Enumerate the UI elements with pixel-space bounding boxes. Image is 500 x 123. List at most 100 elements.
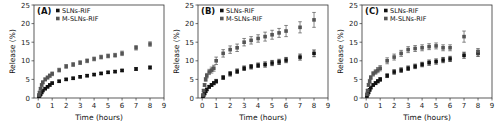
x-tick-label: 7 — [298, 102, 302, 110]
error-bar — [367, 83, 371, 86]
y-tick-label: 0 — [190, 95, 194, 103]
point — [134, 46, 138, 50]
plot-frame — [198, 5, 328, 98]
error-bar — [134, 67, 138, 70]
error-bar — [134, 46, 138, 50]
point — [378, 78, 382, 82]
x-tick-label: 6 — [120, 102, 125, 110]
error-bar — [413, 46, 417, 52]
point — [50, 72, 54, 76]
error-bar — [228, 46, 232, 53]
x-tick — [422, 98, 423, 101]
x-tick — [38, 98, 39, 101]
error-bar — [249, 37, 253, 44]
x-tick-label: 3 — [78, 102, 82, 110]
x-tick-label: 9 — [162, 102, 166, 110]
y-tick-label: 5 — [354, 76, 358, 84]
x-tick-label: 5 — [270, 102, 274, 110]
x-tick — [328, 98, 329, 101]
point — [228, 48, 232, 52]
error-bar — [214, 79, 218, 83]
x-tick-label: 3 — [242, 102, 246, 110]
panel: 01234567890510152025Time (hours)Release … — [8, 2, 166, 123]
x-tick-label: 2 — [64, 102, 68, 110]
y-tick-label: 20 — [185, 20, 194, 28]
point — [214, 59, 218, 63]
point — [134, 67, 138, 71]
y-tick-label: 20 — [349, 20, 358, 28]
x-tick — [94, 98, 95, 101]
y-tick — [196, 23, 199, 24]
x-tick — [408, 98, 409, 101]
error-bar — [270, 60, 274, 65]
panel-label: (B) — [201, 6, 215, 16]
error-bar — [85, 75, 89, 77]
x-tick — [464, 98, 465, 101]
y-tick — [360, 42, 363, 43]
point — [201, 93, 205, 97]
plot-frame — [34, 5, 164, 98]
error-bar — [235, 44, 239, 51]
data-group — [37, 42, 152, 98]
error-bar — [78, 61, 82, 65]
legend-marker — [384, 9, 388, 13]
error-bar — [202, 89, 206, 91]
error-bar — [368, 79, 372, 83]
point — [148, 66, 152, 70]
point — [441, 58, 445, 62]
error-bar — [462, 31, 466, 42]
point — [420, 63, 424, 67]
x-tick-label: 8 — [312, 102, 316, 110]
x-tick — [366, 98, 367, 101]
error-bar — [378, 78, 382, 82]
y-tick-label: 0 — [354, 95, 358, 103]
x-tick-label: 8 — [476, 102, 480, 110]
point — [57, 79, 61, 83]
x-tick — [314, 98, 315, 101]
panel: 01234567890510152025Time (hours)Release … — [172, 2, 330, 123]
error-bar — [57, 68, 61, 72]
x-tick-label: 1 — [378, 102, 382, 110]
point — [221, 76, 225, 80]
point — [270, 61, 274, 65]
error-bar — [441, 57, 445, 62]
x-tick — [80, 98, 81, 101]
point — [203, 83, 207, 87]
point — [256, 37, 260, 41]
point — [312, 18, 316, 22]
legend-marker — [56, 9, 60, 13]
x-tick-label: 0 — [200, 102, 204, 110]
error-bar — [214, 57, 218, 64]
point — [78, 75, 82, 79]
error-bar — [39, 88, 43, 90]
x-axis-label: Time (hours) — [238, 113, 287, 122]
error-bar — [434, 59, 438, 64]
error-bar — [448, 45, 452, 51]
error-bar — [399, 50, 403, 56]
point — [378, 66, 382, 70]
x-tick-label: 5 — [434, 102, 438, 110]
error-bar — [50, 82, 54, 84]
x-tick — [272, 98, 273, 101]
y-tick — [196, 60, 199, 61]
x-tick — [164, 98, 165, 101]
error-bar — [427, 44, 431, 50]
x-tick — [394, 98, 395, 101]
y-tick-label: 15 — [185, 39, 194, 47]
error-bar — [263, 62, 267, 67]
point — [205, 74, 209, 78]
error-bar — [392, 70, 396, 74]
point — [448, 57, 452, 61]
error-bar — [38, 91, 42, 93]
x-tick — [150, 98, 151, 101]
x-tick-label: 2 — [392, 102, 396, 110]
point — [263, 35, 267, 39]
x-tick — [436, 98, 437, 101]
point — [235, 46, 239, 50]
y-tick-label: 5 — [190, 76, 194, 84]
error-bar — [205, 73, 209, 77]
x-tick — [300, 98, 301, 101]
point — [367, 83, 371, 87]
x-tick — [122, 98, 123, 101]
error-bar — [57, 80, 61, 82]
